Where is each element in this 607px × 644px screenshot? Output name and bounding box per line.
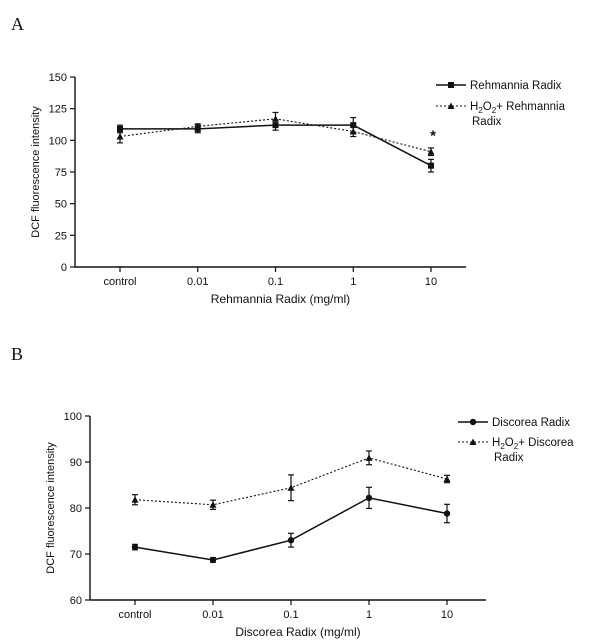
x-tick-label: 1 (366, 609, 372, 621)
data-point (272, 115, 279, 122)
data-point (365, 454, 373, 461)
legend-label: Radix (472, 116, 502, 128)
chart-a: 0 25 50 75 100 125 150 control 0.01 0.1 1 10 Rehmann… (30, 72, 566, 306)
data-point (209, 556, 217, 564)
x-tick-label: 1 (350, 276, 356, 288)
x-axis-label: Rehmannia Radix (mg/ml) (211, 292, 350, 306)
data-point (287, 537, 295, 544)
series-1 (116, 111, 435, 157)
legend-marker (447, 102, 455, 109)
x-tick-label: control (118, 609, 151, 621)
y-tick-label: 100 (64, 411, 82, 423)
data-point (116, 133, 124, 140)
x-tick-label: 0.01 (202, 609, 223, 621)
x-axis-label: Discorea Radix (mg/ml) (235, 625, 360, 639)
legend-label: H2O2+ Discorea (492, 437, 574, 451)
data-point (117, 125, 123, 132)
x-tick-label: 10 (425, 276, 437, 288)
data-point (209, 501, 217, 508)
legend-label: Rehmannia Radix (470, 80, 562, 92)
legend-label: Radix (494, 452, 524, 464)
y-tick-label: 90 (70, 457, 82, 469)
y-tick-label: 80 (70, 503, 82, 515)
y-tick-label: 125 (49, 104, 67, 116)
data-point (443, 475, 451, 483)
data-point (131, 543, 139, 551)
y-tick-label: 60 (70, 595, 82, 607)
data-point (365, 494, 373, 502)
data-point (350, 122, 357, 129)
legend-marker (469, 418, 477, 426)
x-tick-label: 0.1 (268, 276, 283, 288)
data-point (131, 496, 139, 503)
x-tick-label: 0.01 (187, 276, 208, 288)
significance-marker: * (430, 127, 436, 144)
data-point (194, 122, 202, 130)
chart-b: 60 70 80 90 100 control 0.01 0.1 1 10 Discorea Rad… (45, 411, 574, 639)
legend-label: H2O2+ Rehmannia (470, 101, 566, 115)
panel-letter-b: B (11, 344, 24, 364)
y-tick-label: 150 (49, 72, 67, 84)
y-tick-label: 75 (55, 167, 67, 179)
series-1 (131, 450, 451, 510)
y-tick-label: 50 (55, 199, 67, 211)
y-tick-label: 70 (70, 549, 82, 561)
series-0 (131, 486, 451, 564)
legend-marker (448, 82, 454, 88)
y-tick-label: 0 (61, 262, 67, 274)
series-line (134, 497, 448, 561)
panel-letter-a: A (11, 14, 24, 34)
data-point (427, 148, 435, 155)
data-point (349, 127, 357, 135)
legend-marker (469, 438, 477, 445)
data-point (428, 162, 434, 169)
x-tick-label: 0.1 (283, 609, 298, 621)
y-axis-label: DCF fluorescence intensity (45, 442, 57, 574)
x-tick-label: control (103, 276, 136, 288)
y-tick-label: 100 (49, 135, 67, 147)
y-tick-label: 25 (55, 230, 67, 242)
x-tick-label: 10 (441, 609, 453, 621)
data-point (287, 484, 295, 491)
series-line (120, 124, 432, 167)
data-point (443, 510, 451, 517)
legend-label: Discorea Radix (492, 417, 570, 429)
y-axis-label: DCF fluorescence intensity (30, 106, 42, 238)
